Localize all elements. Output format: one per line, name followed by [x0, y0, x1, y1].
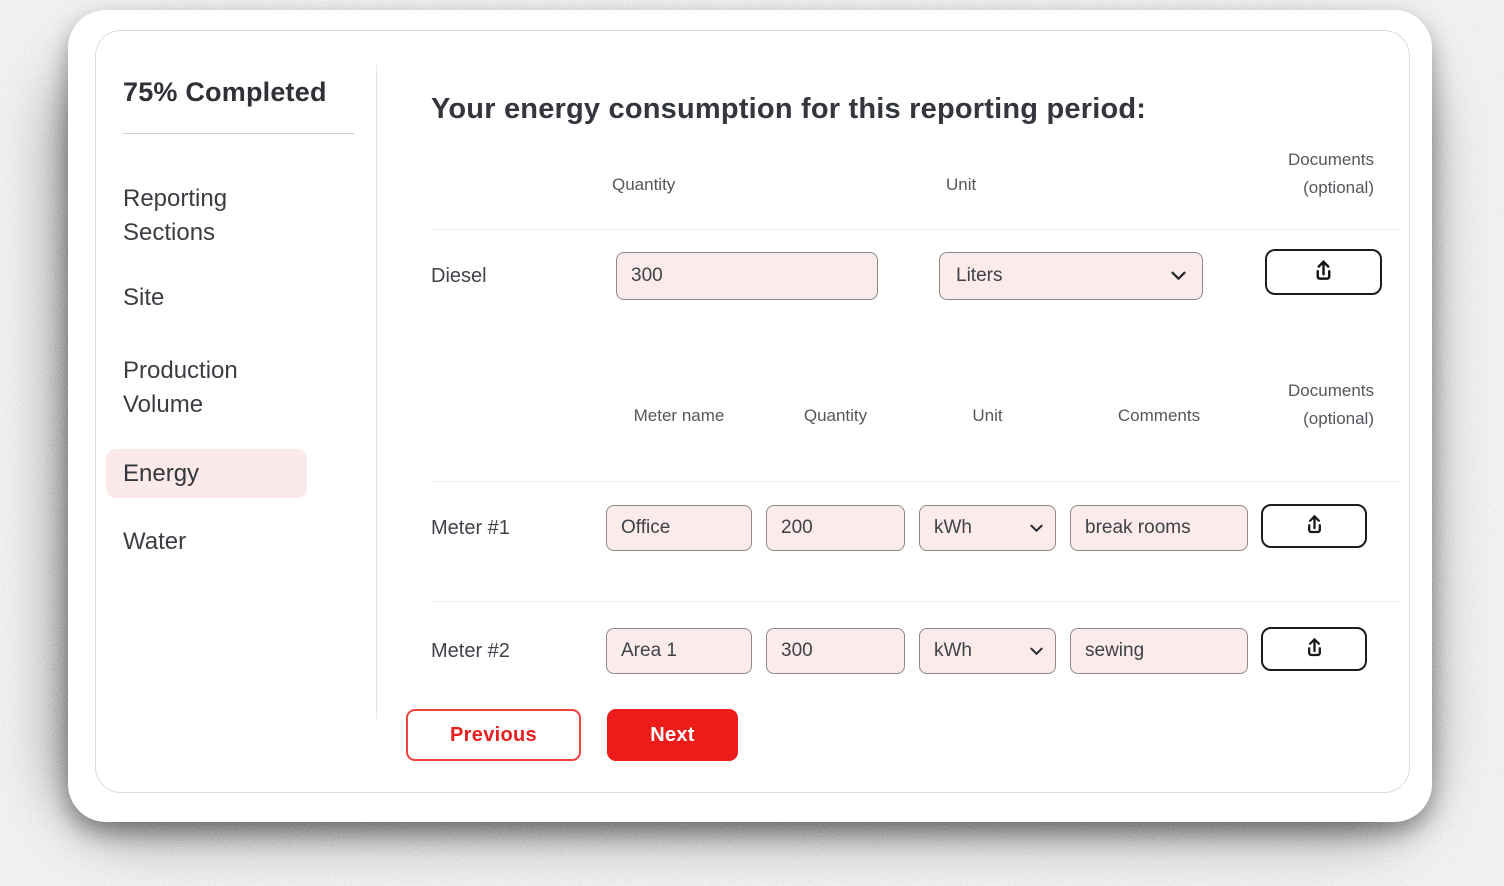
sidebar-item-energy[interactable]: Energy	[106, 449, 307, 498]
select-value: kWh	[934, 517, 972, 538]
select-value: Liters	[956, 265, 1003, 286]
fuel-documents-header: Documents (optional)	[1288, 146, 1374, 202]
app-card: 75% Completed Reporting Sections Site Pr…	[68, 10, 1432, 822]
sidebar-item-label: Energy	[123, 459, 200, 487]
meter-unit-header: Unit	[972, 406, 1003, 425]
diesel-quantity-input[interactable]	[616, 252, 878, 300]
sidebar-divider	[376, 65, 377, 719]
chevron-down-icon	[1171, 271, 1186, 281]
upload-icon	[1302, 635, 1327, 663]
divider	[431, 481, 1400, 482]
documents-header-line1: Documents	[1288, 150, 1374, 169]
meter1-row-label: Meter #1	[431, 517, 510, 539]
meter2-row-label: Meter #2	[431, 640, 510, 662]
progress-divider	[123, 133, 354, 134]
meter2-comments-input[interactable]	[1070, 628, 1248, 674]
meter-name-header: Meter name	[633, 406, 725, 425]
meter-documents-header: Documents (optional)	[1288, 377, 1374, 433]
meter2-unit-select[interactable]: kWh	[919, 628, 1056, 674]
upload-icon	[1310, 257, 1337, 287]
meter-comments-header: Comments	[1117, 406, 1201, 425]
previous-button[interactable]: Previous	[406, 709, 581, 761]
sidebar-item-reporting-sections[interactable]: Reporting Sections	[123, 185, 228, 246]
diesel-upload-document-button[interactable]	[1265, 249, 1382, 295]
diesel-row-label: Diesel	[431, 265, 487, 287]
chevron-down-icon	[1030, 524, 1043, 533]
meter2-upload-document-button[interactable]	[1261, 627, 1367, 671]
meter2-name-input[interactable]	[606, 628, 752, 674]
meter2-quantity-input[interactable]	[766, 628, 905, 674]
documents-header-line1: Documents	[1288, 381, 1374, 400]
form-panel: 75% Completed Reporting Sections Site Pr…	[95, 30, 1410, 793]
meter1-unit-select[interactable]: kWh	[919, 505, 1056, 551]
sidebar-item-production-volume[interactable]: Production Volume	[123, 357, 238, 418]
divider	[431, 601, 1400, 602]
sidebar-item-site[interactable]: Site	[123, 284, 165, 311]
fuel-quantity-header: Quantity	[612, 175, 676, 194]
diesel-unit-select[interactable]: Liters	[939, 252, 1203, 300]
next-button[interactable]: Next	[607, 709, 738, 761]
documents-header-line2: (optional)	[1303, 409, 1374, 428]
page-title: Your energy consumption for this reporti…	[431, 93, 1147, 125]
chevron-down-icon	[1030, 647, 1043, 656]
meter-quantity-header: Quantity	[803, 406, 868, 425]
meter1-quantity-input[interactable]	[766, 505, 905, 551]
documents-header-line2: (optional)	[1303, 178, 1374, 197]
meter1-upload-document-button[interactable]	[1261, 504, 1367, 548]
meter1-comments-input[interactable]	[1070, 505, 1248, 551]
meter1-name-input[interactable]	[606, 505, 752, 551]
sidebar-item-water[interactable]: Water	[123, 528, 187, 555]
progress-label: 75% Completed	[123, 77, 327, 107]
select-value: kWh	[934, 640, 972, 661]
divider	[431, 229, 1400, 230]
upload-icon	[1302, 512, 1327, 540]
fuel-unit-header: Unit	[946, 175, 977, 194]
